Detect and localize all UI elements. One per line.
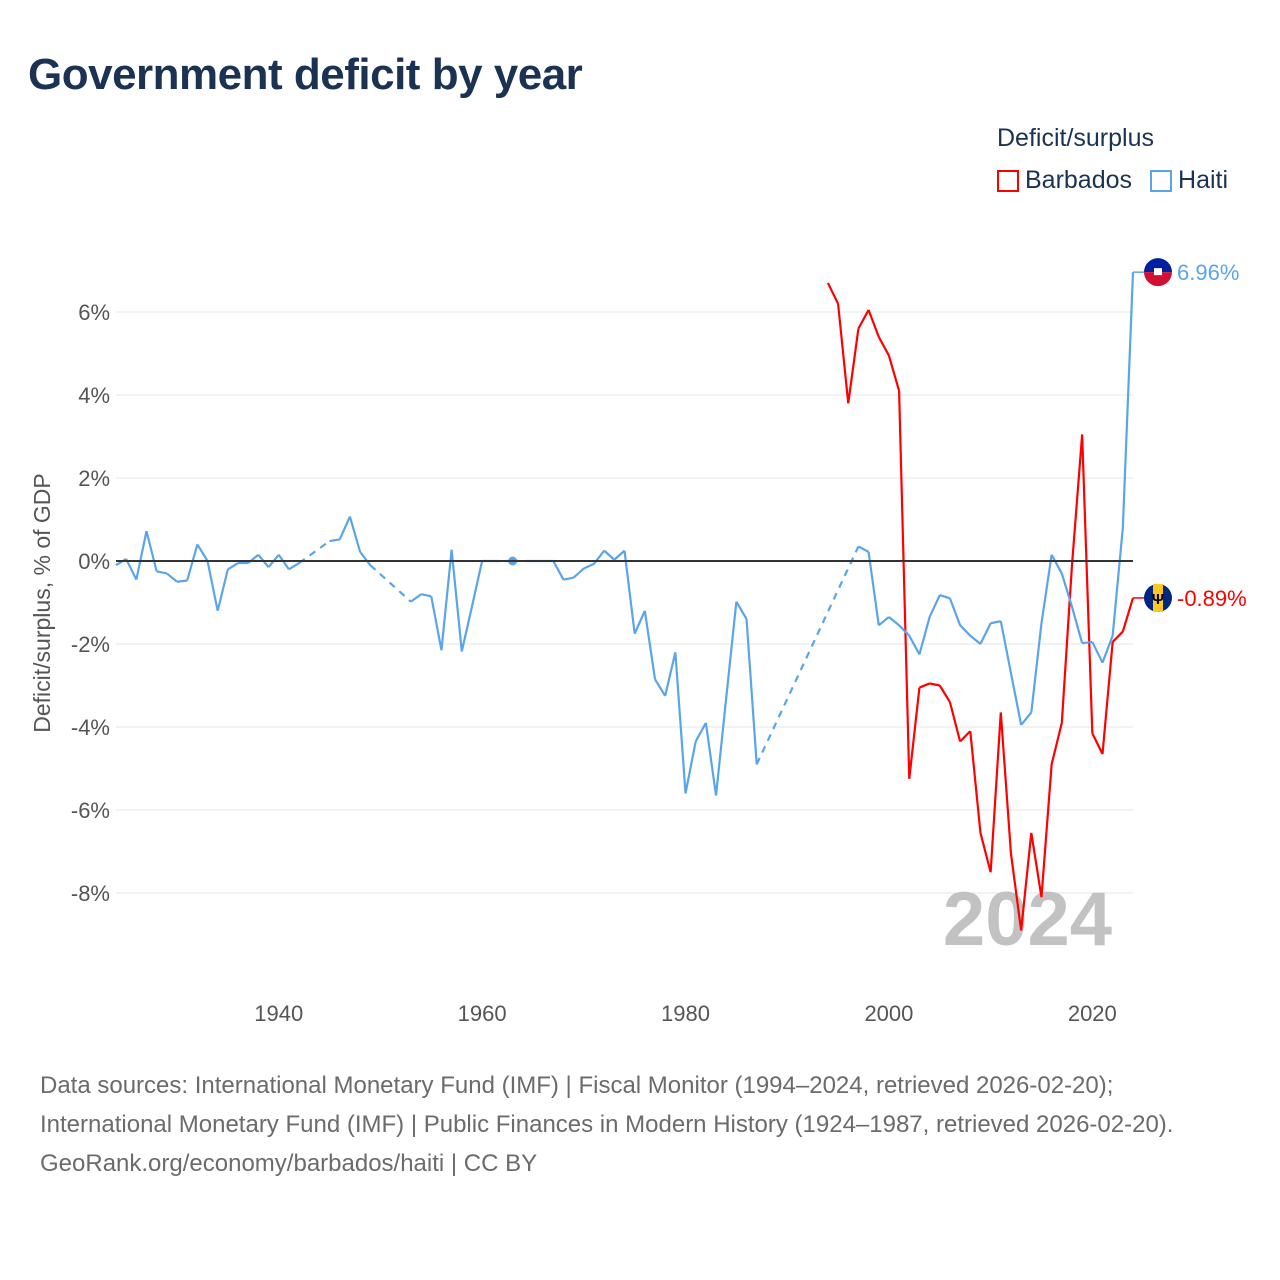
y-tick-label: 2% xyxy=(78,466,110,491)
data-sources: Data sources: International Monetary Fun… xyxy=(40,1072,1174,1138)
x-tick-label: 1960 xyxy=(458,1001,507,1026)
credit-link[interactable]: GeoRank.org/economy/barbados/haiti | CC … xyxy=(40,1150,538,1177)
legend-item-haiti[interactable]: Haiti xyxy=(1150,166,1228,195)
year-watermark: 2024 xyxy=(943,877,1112,962)
y-tick-label: 0% xyxy=(78,549,110,574)
y-tick-label: -8% xyxy=(71,881,110,906)
x-tick-label: 2020 xyxy=(1068,1001,1117,1026)
barbados-flag-icon: Ψ xyxy=(1144,583,1172,612)
y-tick-label: -4% xyxy=(71,715,110,740)
series-gap-haiti xyxy=(298,540,860,765)
x-tick-label: 1980 xyxy=(661,1001,710,1026)
footer: Data sources: International Monetary Fun… xyxy=(40,1066,1240,1183)
series-line-barbados xyxy=(826,282,1135,931)
series-line-haiti xyxy=(115,272,1135,796)
y-tick-label: 4% xyxy=(78,383,110,408)
y-tick-label: 6% xyxy=(78,300,110,325)
legend: Barbados Haiti xyxy=(997,166,1228,195)
x-tick-label: 1940 xyxy=(254,1001,303,1026)
legend-title: Deficit/surplus xyxy=(997,124,1154,152)
legend-swatch-haiti xyxy=(1150,169,1173,192)
x-tick-label: 2000 xyxy=(864,1001,913,1026)
y-axis-label: Deficit/surplus, % of GDP xyxy=(29,473,55,732)
svg-text:Ψ: Ψ xyxy=(1152,591,1164,608)
haiti-flag-icon xyxy=(1144,258,1172,287)
end-value-label: 6.96% xyxy=(1177,260,1239,285)
chart-title: Government deficit by year xyxy=(28,50,583,99)
legend-label: Haiti xyxy=(1178,166,1229,194)
legend-swatch-barbados xyxy=(997,169,1019,192)
legend-label: Barbados xyxy=(1025,166,1133,194)
y-tick-label: -2% xyxy=(71,632,110,657)
legend-item-barbados[interactable]: Barbados xyxy=(997,166,1132,195)
y-tick-label: -6% xyxy=(71,798,110,823)
end-value-label: -0.89% xyxy=(1177,586,1247,611)
